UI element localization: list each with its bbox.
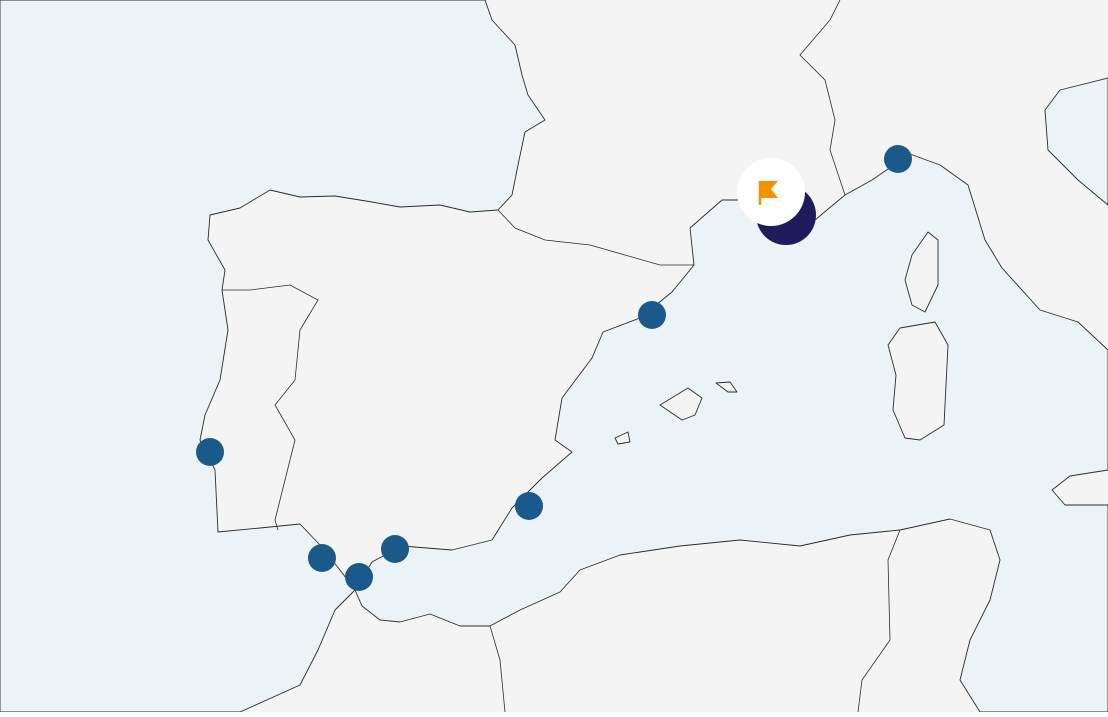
port-marker[interactable]: [515, 492, 543, 520]
selected-port[interactable]: [737, 158, 816, 245]
port-marker[interactable]: [196, 438, 224, 466]
mallorca: [659, 387, 703, 421]
port-marker[interactable]: [638, 301, 666, 329]
menorca: [715, 381, 738, 393]
border-algeria-tunisia: [857, 529, 901, 713]
port-marker[interactable]: [381, 535, 409, 563]
port-marker[interactable]: [345, 563, 373, 591]
adriatic-sea: [1044, 77, 1108, 206]
port-markers: [196, 145, 912, 591]
port-marker[interactable]: [884, 145, 912, 173]
flag-icon: [761, 181, 778, 198]
ibiza: [614, 431, 631, 445]
corsica: [904, 231, 939, 313]
border-morocco-algeria: [489, 625, 506, 713]
border-spain-portugal: [222, 284, 319, 531]
border-france-italy: [799, 0, 846, 196]
sardinia: [887, 321, 949, 441]
port-marker[interactable]: [308, 544, 336, 572]
border-france-spain: [497, 209, 694, 266]
